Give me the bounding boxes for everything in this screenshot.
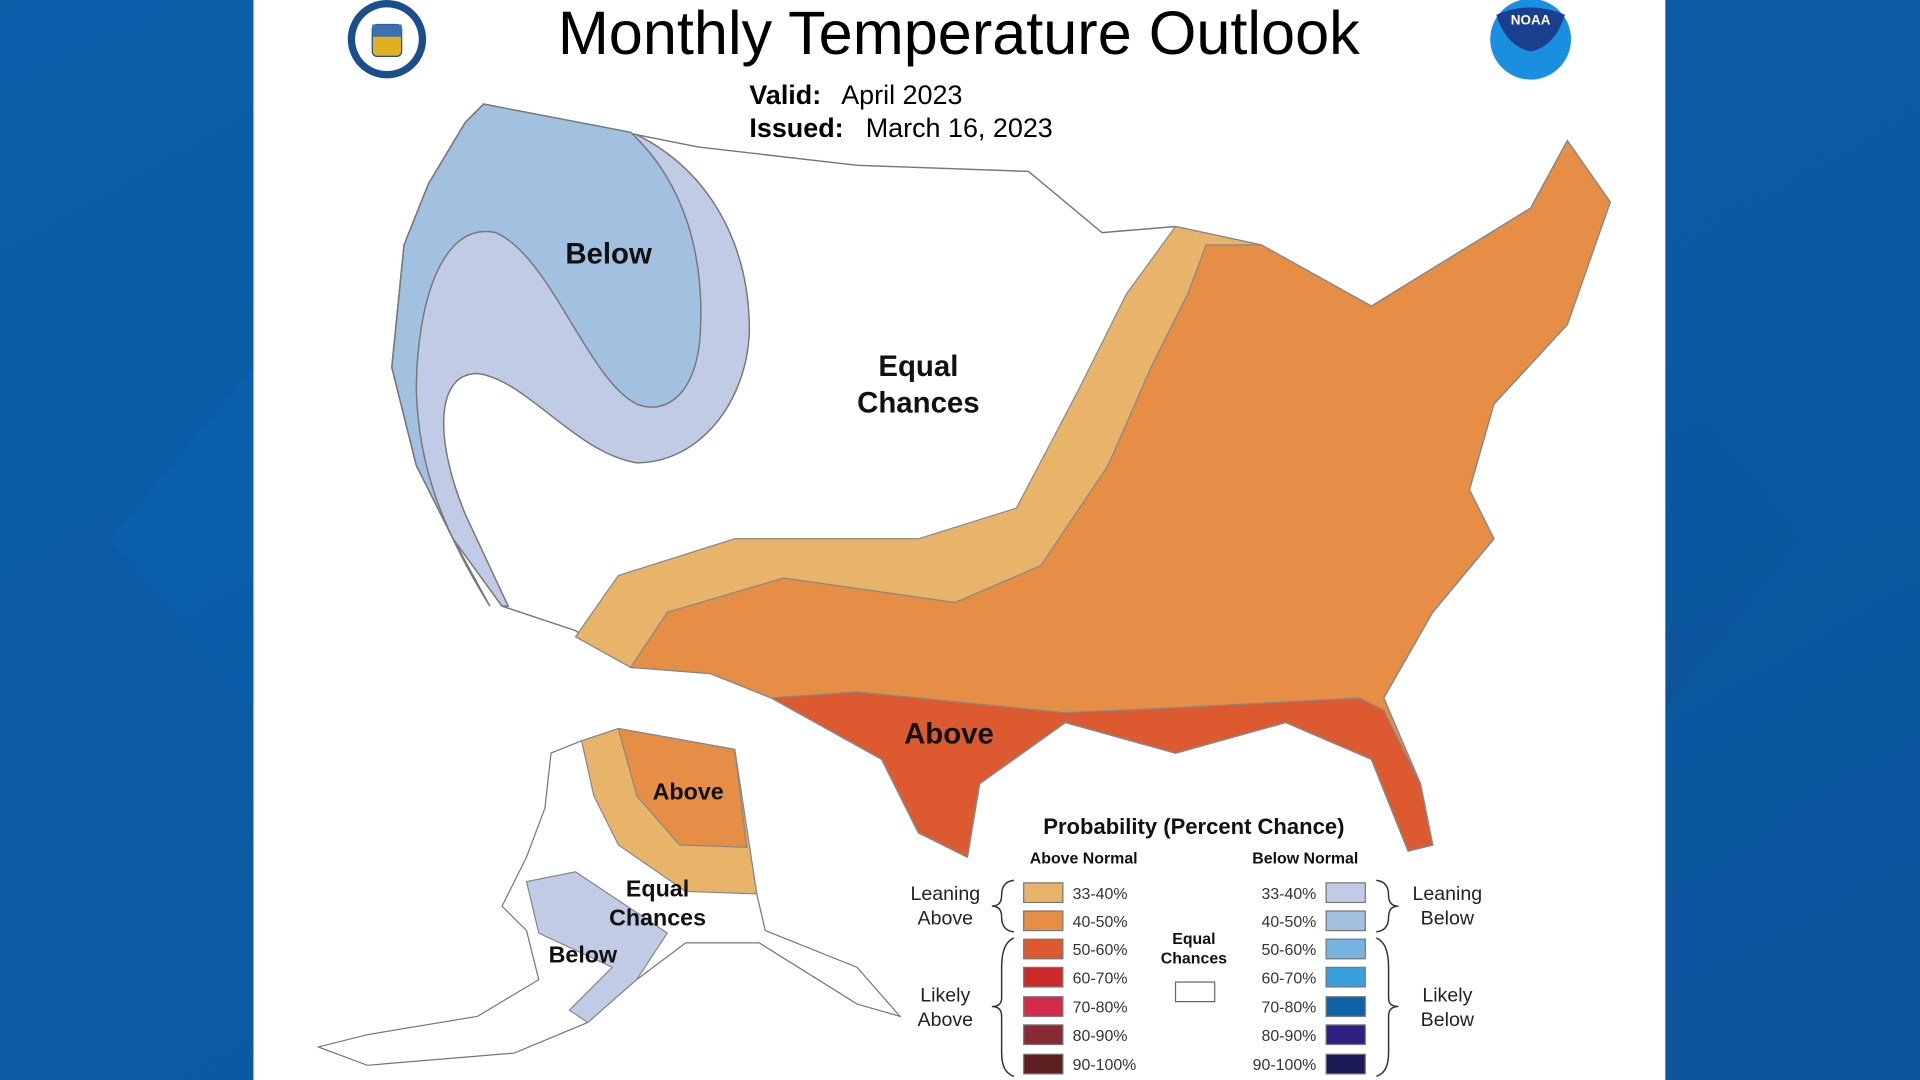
legend-swatch-above bbox=[1023, 996, 1064, 1017]
legend-swatch-below bbox=[1325, 1024, 1366, 1046]
issued-label: Issued: bbox=[749, 113, 843, 143]
ak-region-below-33-40 bbox=[525, 871, 669, 1024]
legend-range-below: 40-50% bbox=[1261, 914, 1316, 931]
region-below-40-50 bbox=[391, 103, 702, 607]
legend-range-above: 90-100% bbox=[1073, 1057, 1137, 1074]
legend-range-below: 33-40% bbox=[1261, 886, 1316, 903]
legend-swatch-below bbox=[1325, 910, 1366, 932]
leaning-below-label: Below bbox=[1421, 907, 1475, 929]
legend-below-header: Below Normal bbox=[1252, 850, 1358, 867]
legend-swatch-below bbox=[1325, 996, 1366, 1017]
legend-swatch-above bbox=[1023, 966, 1064, 988]
ak-label-above: Above bbox=[653, 779, 724, 805]
legend-range-below: 70-80% bbox=[1261, 1000, 1316, 1017]
valid-value: April 2023 bbox=[841, 80, 962, 110]
leaning-below-label: Leaning bbox=[1413, 883, 1483, 905]
map-label-equal: Equal bbox=[878, 350, 958, 383]
legend-range-below: 90-100% bbox=[1253, 1057, 1317, 1074]
legend-range-above: 33-40% bbox=[1073, 886, 1128, 903]
brace bbox=[991, 937, 1015, 1078]
likely-above-label: Above bbox=[918, 1009, 974, 1031]
likely-below-label: Below bbox=[1421, 1009, 1475, 1031]
legend-swatch-below bbox=[1325, 966, 1366, 988]
legend-range-above: 50-60% bbox=[1073, 942, 1128, 959]
equal-chances-swatch bbox=[1174, 981, 1216, 1003]
ak-label-below: Below bbox=[549, 941, 618, 967]
ak-region-above-40-50 bbox=[617, 727, 748, 848]
brace bbox=[1376, 879, 1399, 933]
legend-swatch-below bbox=[1325, 938, 1366, 960]
legend-swatch-below bbox=[1325, 1053, 1366, 1075]
legend-title: Probability (Percent Chance) bbox=[1043, 814, 1344, 839]
brace bbox=[991, 879, 1014, 933]
legend-range-above: 40-50% bbox=[1073, 914, 1128, 931]
equal-chances-label: Chances bbox=[1161, 951, 1227, 968]
legend-range-above: 60-70% bbox=[1073, 970, 1128, 987]
legend-swatch-above bbox=[1023, 882, 1064, 904]
brace bbox=[1376, 937, 1399, 1078]
legend-range-below: 50-60% bbox=[1261, 942, 1316, 959]
legend-above-header: Above Normal bbox=[1030, 850, 1138, 867]
legend-range-above: 80-90% bbox=[1073, 1028, 1128, 1045]
page-title: Monthly Temperature Outlook bbox=[558, 0, 1360, 67]
noaa-logo: NOAA bbox=[1490, 0, 1572, 80]
ak-label-chances: Chances bbox=[609, 905, 706, 931]
legend-swatch-below bbox=[1325, 882, 1366, 904]
issued-value: March 16, 2023 bbox=[866, 113, 1053, 143]
region-above-50-60 bbox=[769, 691, 1434, 859]
legend-swatch-above bbox=[1023, 910, 1064, 932]
likely-above-label: Likely bbox=[920, 985, 970, 1007]
legend-range-below: 80-90% bbox=[1261, 1028, 1316, 1045]
ak-label-equal: Equal bbox=[626, 875, 689, 901]
likely-below-label: Likely bbox=[1422, 985, 1472, 1007]
equal-chances-label: Equal bbox=[1172, 931, 1215, 948]
legend-swatch-above bbox=[1023, 1024, 1064, 1046]
commerce-seal-logo bbox=[347, 0, 427, 79]
leaning-above-label: Above bbox=[918, 907, 974, 929]
legend-range-below: 60-70% bbox=[1261, 970, 1316, 987]
legend-swatch-above bbox=[1023, 938, 1064, 960]
map-label-chances: Chances bbox=[857, 387, 979, 420]
leaning-above-label: Leaning bbox=[910, 883, 980, 905]
valid-label: Valid: bbox=[749, 80, 821, 110]
svg-text:NOAA: NOAA bbox=[1511, 12, 1551, 27]
legend: Probability (Percent Chance) Above Norma… bbox=[910, 814, 1483, 1078]
legend-range-above: 70-80% bbox=[1073, 1000, 1128, 1017]
map-label-below: Below bbox=[565, 237, 652, 270]
legend-swatch-above bbox=[1023, 1053, 1064, 1075]
map-label-above: Above bbox=[904, 717, 994, 750]
